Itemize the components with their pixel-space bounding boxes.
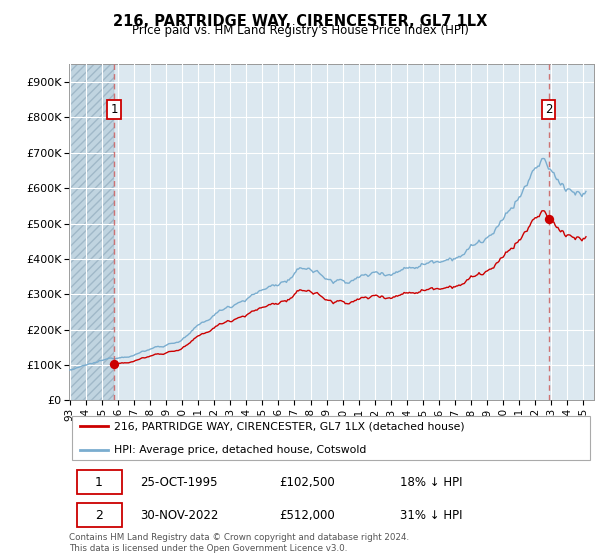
Point: [544, 215, 553, 224]
Point: [109, 360, 119, 368]
Text: 2: 2: [95, 508, 103, 521]
Text: 1: 1: [95, 475, 103, 489]
Bar: [70, 64, 114, 400]
Text: Price paid vs. HM Land Registry's House Price Index (HPI): Price paid vs. HM Land Registry's House …: [131, 24, 469, 37]
Text: 25-OCT-1995: 25-OCT-1995: [140, 475, 217, 489]
Text: 216, PARTRIDGE WAY, CIRENCESTER, GL7 1LX: 216, PARTRIDGE WAY, CIRENCESTER, GL7 1LX: [113, 14, 487, 29]
FancyBboxPatch shape: [77, 503, 121, 528]
Bar: [70, 64, 114, 400]
Text: 2: 2: [545, 103, 552, 116]
FancyBboxPatch shape: [71, 416, 590, 460]
Text: 216, PARTRIDGE WAY, CIRENCESTER, GL7 1LX (detached house): 216, PARTRIDGE WAY, CIRENCESTER, GL7 1LX…: [113, 421, 464, 431]
Text: Contains HM Land Registry data © Crown copyright and database right 2024.
This d: Contains HM Land Registry data © Crown c…: [69, 533, 409, 553]
Text: 1: 1: [110, 103, 118, 116]
FancyBboxPatch shape: [77, 470, 121, 494]
Text: £102,500: £102,500: [279, 475, 335, 489]
Text: 31% ↓ HPI: 31% ↓ HPI: [400, 508, 462, 521]
Text: £512,000: £512,000: [279, 508, 335, 521]
Text: HPI: Average price, detached house, Cotswold: HPI: Average price, detached house, Cots…: [113, 445, 366, 455]
Text: 30-NOV-2022: 30-NOV-2022: [140, 508, 218, 521]
Text: 18% ↓ HPI: 18% ↓ HPI: [400, 475, 462, 489]
